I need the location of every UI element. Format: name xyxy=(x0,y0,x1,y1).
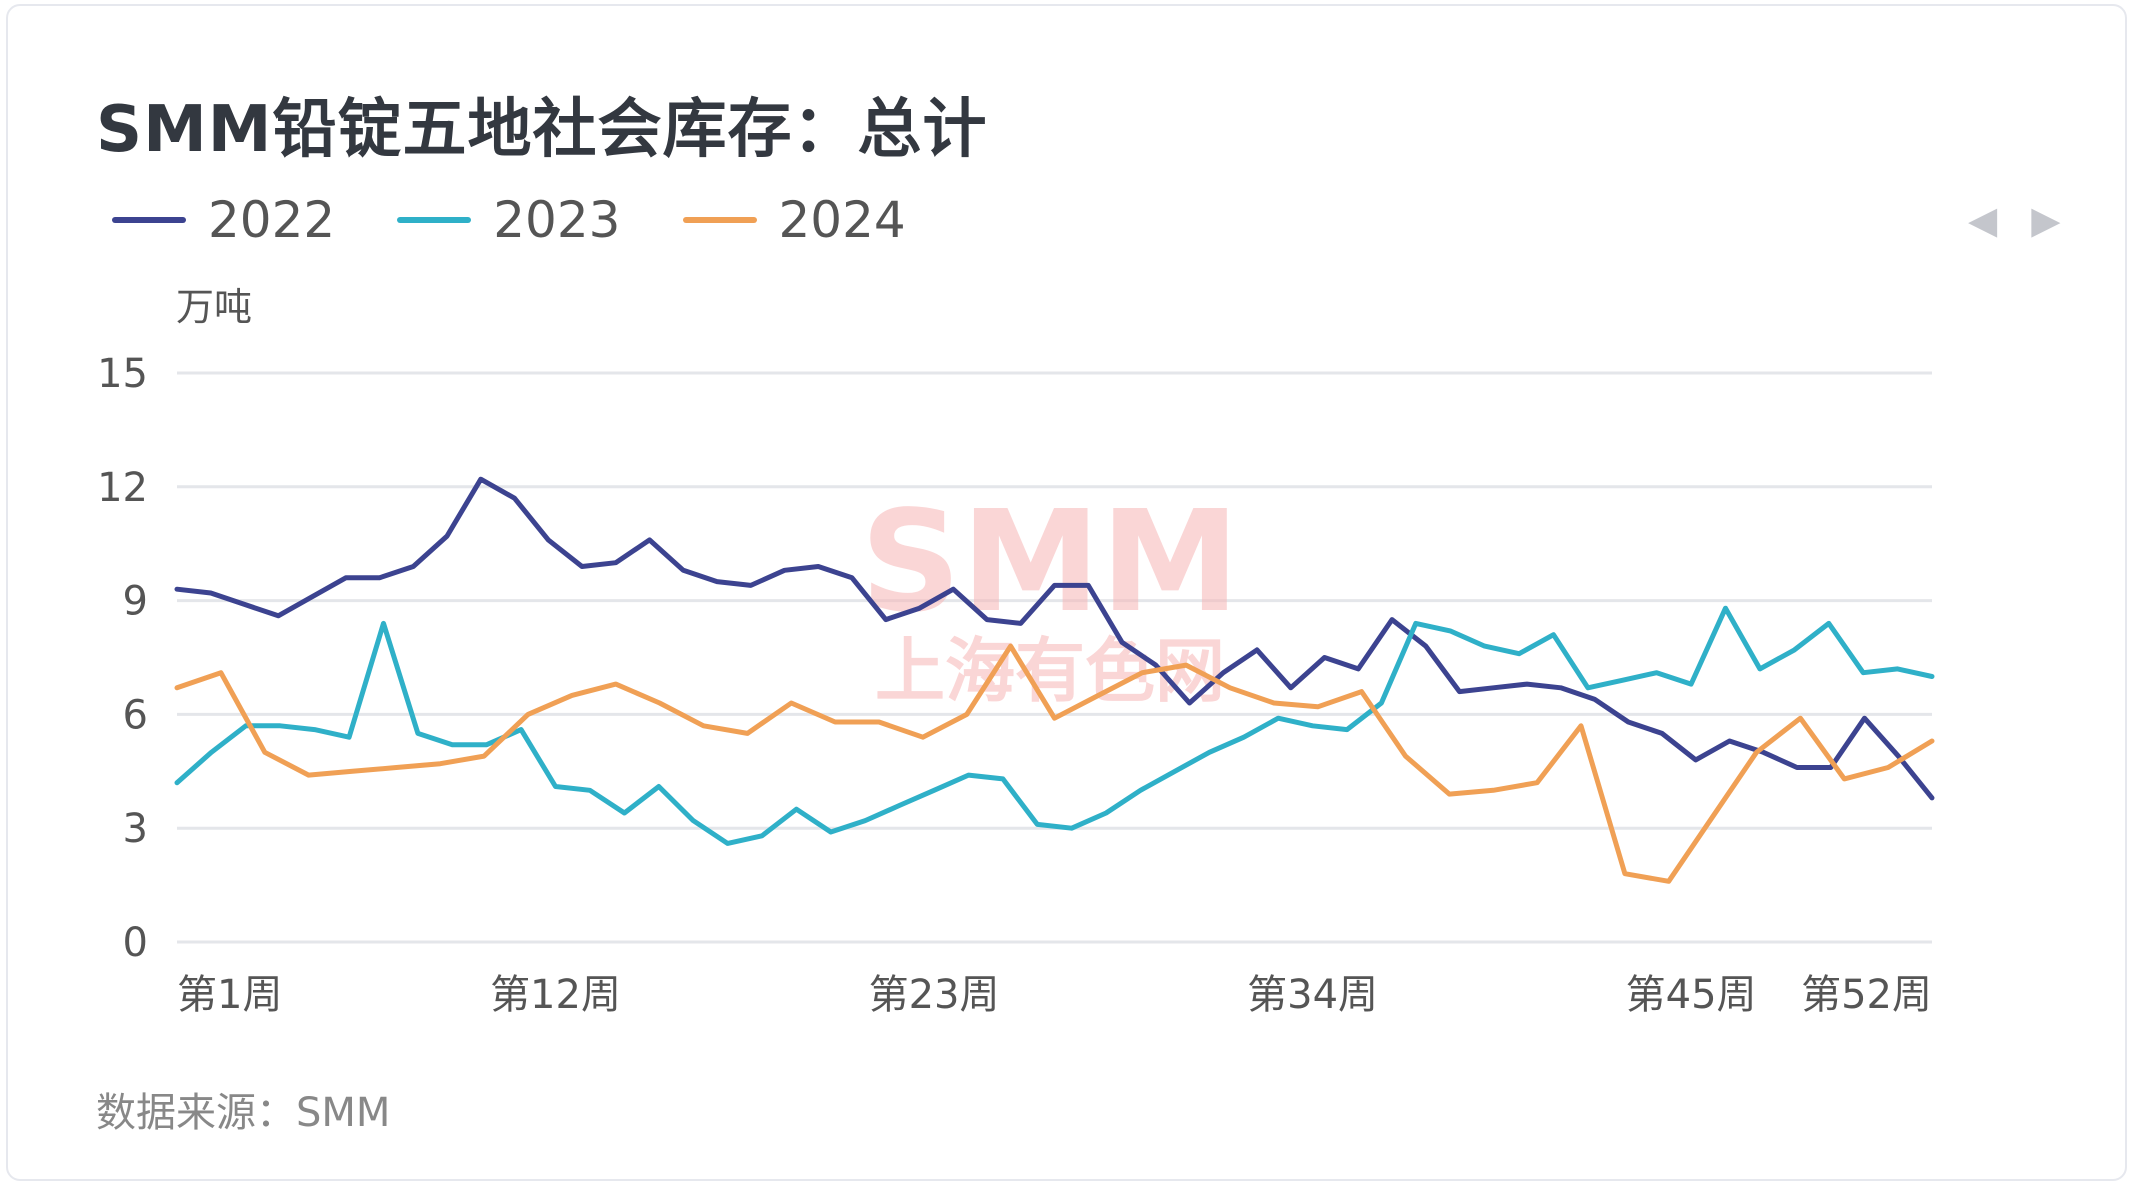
y-tick-label: 12 xyxy=(97,465,148,511)
legend-pager: ◀ ▶ xyxy=(1934,198,2060,242)
x-tick-label: 第1周 xyxy=(177,972,282,1018)
x-axis-ticks: 第1周 第12周 第23周 第34周 第45周 第52周 xyxy=(177,972,1932,1018)
chart-card xyxy=(6,4,2127,1181)
series-lines xyxy=(174,476,1935,884)
watermark-text: 上海有色网 xyxy=(875,630,1225,712)
series-line-2024[interactable] xyxy=(174,643,1935,884)
y-tick-label: 6 xyxy=(123,692,148,738)
legend-swatch-2024 xyxy=(682,217,757,223)
y-tick-label: 9 xyxy=(123,579,148,625)
x-tick-label: 第12周 xyxy=(490,972,621,1018)
watermark-logo: SMM xyxy=(860,481,1239,644)
chart-legend: 2022 2023 2024 xyxy=(112,190,968,250)
watermark: SMM 上海有色网 xyxy=(860,481,1239,712)
series-line-2022[interactable] xyxy=(174,476,1935,801)
legend-label-2023: 2023 xyxy=(493,191,621,249)
legend-item-2024[interactable]: 2024 xyxy=(682,191,906,249)
series-line-2023[interactable] xyxy=(174,605,1935,846)
x-tick-label: 第45周 xyxy=(1626,972,1757,1018)
y-axis-unit: 万吨 xyxy=(176,285,253,329)
pager-next-icon[interactable]: ▶ xyxy=(2031,198,2061,242)
pager-prev-icon[interactable]: ◀ xyxy=(1968,198,1998,242)
legend-swatch-2022 xyxy=(112,217,186,223)
x-tick-label: 第23周 xyxy=(869,972,1000,1018)
chart-title: SMM铅锭五地社会库存：总计 xyxy=(96,93,988,167)
legend-label-2024: 2024 xyxy=(778,191,906,249)
legend-swatch-2023 xyxy=(397,217,472,223)
legend-label-2022: 2022 xyxy=(208,191,336,249)
data-source: 数据来源：SMM xyxy=(96,1090,391,1136)
y-tick-label: 3 xyxy=(123,806,148,852)
legend-item-2022[interactable]: 2022 xyxy=(112,191,335,249)
y-tick-label: 15 xyxy=(97,351,148,397)
y-axis-ticks: 0 3 6 9 12 15 xyxy=(97,351,148,966)
y-tick-label: 0 xyxy=(123,920,148,966)
x-tick-label: 第34周 xyxy=(1247,972,1378,1018)
x-tick-label: 第52周 xyxy=(1801,972,1932,1018)
legend-item-2023[interactable]: 2023 xyxy=(397,191,621,249)
